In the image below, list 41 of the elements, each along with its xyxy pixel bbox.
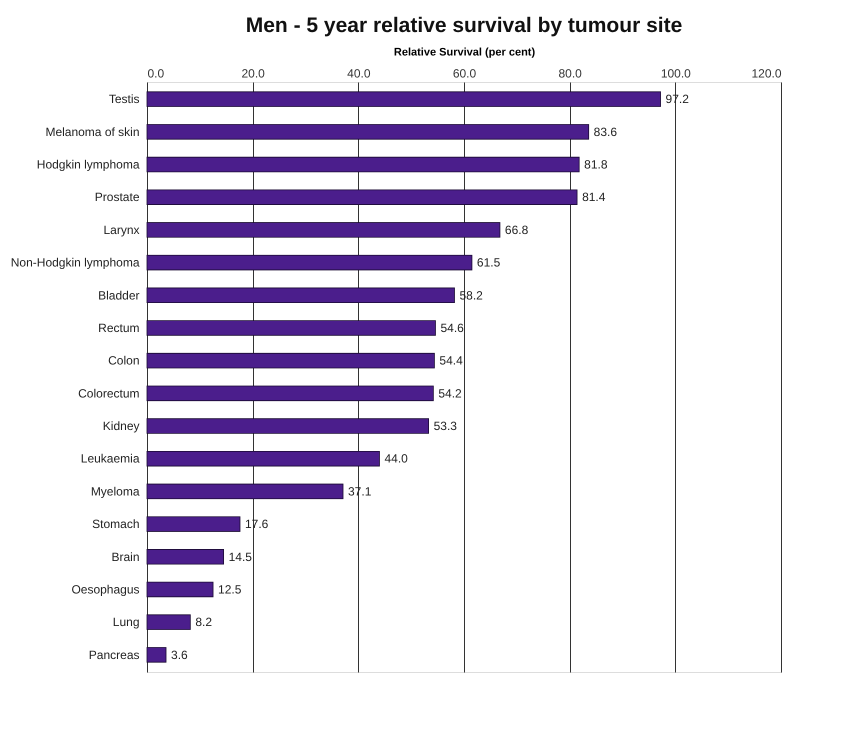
data-label: 14.5 xyxy=(228,550,252,564)
y-tick-label: Lung xyxy=(112,615,140,630)
y-tick-label: Pancreas xyxy=(88,648,140,662)
y-tick-label: Oesophagus xyxy=(71,582,140,596)
x-tick-label: 20.0 xyxy=(241,66,266,80)
data-label: 3.6 xyxy=(171,648,188,662)
data-label: 54.4 xyxy=(439,354,464,368)
data-label: 66.8 xyxy=(504,222,529,237)
y-tick-label: Larynx xyxy=(103,222,140,237)
y-tick-label: Testis xyxy=(108,92,140,106)
y-tick-label: Leukaemia xyxy=(80,452,140,466)
chart-title: Men - 5 year relative survival by tumour site xyxy=(246,14,682,37)
x-axis-title: Relative Survival (per cent) xyxy=(394,46,536,58)
x-tick-label: 120.0 xyxy=(751,66,782,80)
x-tick-label: 80.0 xyxy=(558,66,582,80)
data-label: 44.0 xyxy=(384,452,408,466)
y-tick-label: Brain xyxy=(111,550,140,564)
y-tick-label: Colon xyxy=(108,354,140,368)
y-tick-label: Prostate xyxy=(94,190,140,204)
y-tick-label: Melanoma of skin xyxy=(45,124,140,139)
y-tick-label: Kidney xyxy=(102,419,140,434)
x-tick-label: 40.0 xyxy=(347,66,371,80)
x-tick-label: 100.0 xyxy=(660,66,692,80)
data-label: 8.2 xyxy=(195,615,212,630)
y-tick-label: Hodgkin lymphoma xyxy=(36,158,140,172)
y-tick-label: Bladder xyxy=(98,288,140,302)
data-label: 53.3 xyxy=(434,419,458,434)
x-tick-label: 60.0 xyxy=(452,66,476,80)
y-tick-label: Stomach xyxy=(92,517,140,532)
data-label: 12.5 xyxy=(218,582,242,596)
y-tick-label: Non-Hodgkin lymphoma xyxy=(10,256,140,270)
data-label: 81.8 xyxy=(584,158,608,172)
data-label: 54.6 xyxy=(440,320,464,335)
data-label: 83.6 xyxy=(594,124,618,139)
y-tick-label: Myeloma xyxy=(90,484,140,498)
data-label: 81.4 xyxy=(582,190,606,204)
data-label: 61.5 xyxy=(476,256,501,270)
data-label: 54.2 xyxy=(438,386,462,400)
x-tick-label: 0.0 xyxy=(148,66,165,80)
y-tick-label: Colorectum xyxy=(78,386,140,400)
y-tick-label: Rectum xyxy=(98,320,140,335)
